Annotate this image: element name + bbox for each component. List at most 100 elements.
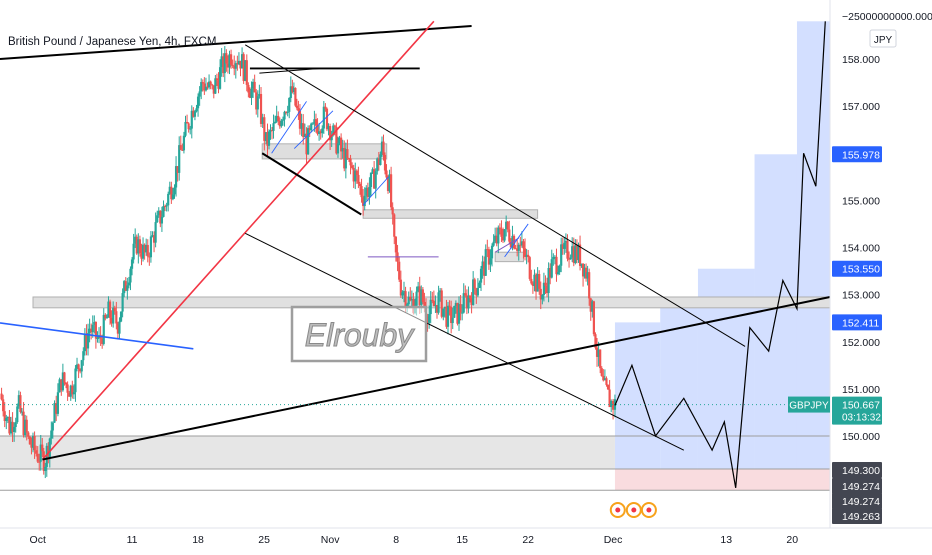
candle xyxy=(86,323,90,356)
candle-body xyxy=(231,64,234,66)
candle xyxy=(255,89,258,115)
candle-body xyxy=(233,65,236,69)
candle xyxy=(572,237,575,267)
candle-body xyxy=(418,286,421,305)
candle-body xyxy=(236,63,239,65)
currency-button[interactable]: JPY xyxy=(869,29,897,48)
candle-body xyxy=(281,119,285,121)
candle-body xyxy=(198,91,201,97)
candle-body xyxy=(51,422,54,431)
candle-body xyxy=(303,133,306,138)
candle xyxy=(245,54,248,92)
candle-body xyxy=(124,281,127,291)
candle xyxy=(137,233,140,264)
candle-body xyxy=(335,126,338,154)
candle-body xyxy=(459,304,462,313)
candle-body xyxy=(435,305,439,313)
price-axis-top-label: −25000000000.000 xyxy=(842,11,932,23)
ascending-support-line xyxy=(42,296,831,461)
candle xyxy=(555,248,558,282)
projection-step-4 xyxy=(796,21,830,469)
candle xyxy=(325,107,329,132)
candle xyxy=(266,123,269,157)
candle xyxy=(236,55,239,71)
candle xyxy=(481,255,484,279)
candle-body xyxy=(472,279,475,305)
candle-body xyxy=(373,169,376,189)
candle-body xyxy=(498,227,501,229)
candle xyxy=(66,381,69,401)
time-tick-label: 8 xyxy=(393,534,399,546)
candle-body xyxy=(3,411,6,422)
candle-body xyxy=(487,249,490,265)
candle xyxy=(483,256,486,286)
candle-body xyxy=(256,96,259,110)
candle xyxy=(428,305,431,329)
candle-body xyxy=(154,222,157,243)
candle xyxy=(489,249,492,272)
candle-body xyxy=(473,279,476,289)
candle xyxy=(228,50,231,75)
support-zone-low xyxy=(0,436,615,469)
candle xyxy=(170,181,173,204)
candle xyxy=(409,287,412,302)
candle xyxy=(439,288,442,302)
candle-body xyxy=(171,194,175,200)
price-label: 152.411 xyxy=(832,314,882,331)
candle-body xyxy=(2,399,5,412)
candle-body xyxy=(321,128,324,134)
candle xyxy=(278,117,281,129)
candle-body xyxy=(225,53,228,64)
candle-body xyxy=(17,395,20,407)
time-tick-label: 22 xyxy=(522,534,534,546)
candle-body xyxy=(277,115,280,122)
candle-body xyxy=(272,123,275,131)
candle xyxy=(295,98,299,111)
candle-body xyxy=(209,81,212,85)
candle xyxy=(569,254,572,260)
candle-body xyxy=(611,400,615,410)
candle xyxy=(141,237,145,262)
candle xyxy=(146,239,149,263)
time-axis[interactable]: Oct 11 18 25 Nov 8 15 22 Dec 13 20 xyxy=(0,527,932,550)
candle-body xyxy=(184,121,187,136)
watermark-text: Elrouby xyxy=(305,317,416,353)
candle-body xyxy=(132,243,135,260)
candle-body xyxy=(215,78,219,81)
candle xyxy=(448,300,451,316)
candle-body xyxy=(516,248,519,251)
candle-body xyxy=(9,421,13,434)
price-axis[interactable]: −25000000000.000 JPY 158.000 157.000 155.0… xyxy=(788,0,932,528)
candle xyxy=(269,124,272,140)
chart-title: British Pound / Japanese Yen, 4h, FXCM xyxy=(8,36,216,48)
price-tick-label: 157.000 xyxy=(842,101,880,113)
candle-body xyxy=(242,54,245,81)
candle xyxy=(88,318,91,343)
candle-body xyxy=(490,245,494,259)
candle xyxy=(286,105,289,117)
candle-body xyxy=(41,444,44,452)
candle-body xyxy=(173,187,176,195)
candle xyxy=(237,52,241,66)
candle-body xyxy=(393,214,396,237)
countdown-text: 03:13:32 xyxy=(842,413,881,424)
candle xyxy=(391,202,394,225)
candle xyxy=(517,242,520,261)
candle xyxy=(605,376,608,387)
candle-body xyxy=(586,272,589,279)
candle xyxy=(248,87,252,99)
candle xyxy=(272,114,275,139)
candle-body xyxy=(352,167,355,182)
candle-body xyxy=(218,67,222,89)
candle-body xyxy=(338,137,341,144)
symbol-name-label: GBPJPY xyxy=(788,396,830,413)
candle xyxy=(251,78,255,98)
candle xyxy=(258,84,261,99)
candle-body xyxy=(234,63,237,69)
candle-body xyxy=(193,111,197,117)
candle xyxy=(55,395,58,422)
candle xyxy=(487,246,490,270)
candle xyxy=(51,421,54,439)
candle-body xyxy=(68,392,71,397)
